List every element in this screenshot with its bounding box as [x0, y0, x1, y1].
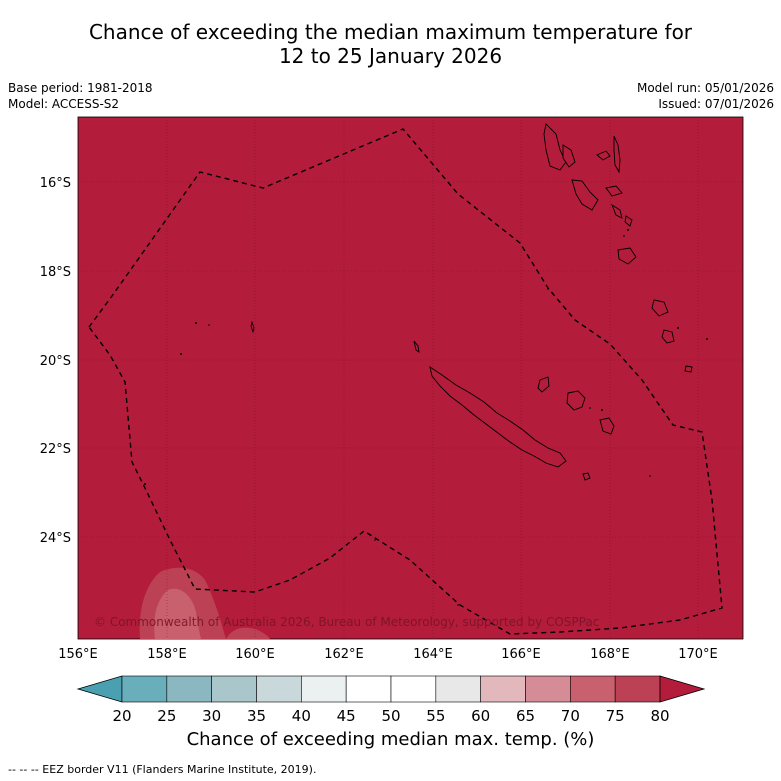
issued-date: Issued: 07/01/2026: [658, 97, 774, 111]
colorbar-tick-label: 75: [606, 707, 625, 725]
loyalty-island-mare: [599, 417, 615, 435]
loyalty-island-ouvea: [537, 376, 550, 393]
lon-label: 160°E: [235, 647, 275, 662]
eez-border: [88, 128, 723, 635]
vanuatu-island-shepherd: [624, 215, 633, 227]
chart-title-line2: 12 to 25 January 2026: [278, 44, 503, 68]
vanuatu-island-ambrym: [605, 185, 623, 197]
eez-footnote: -- -- -- EEZ border V11 (Flanders Marine…: [8, 763, 317, 776]
vanuatu-island-pentecost: [613, 135, 621, 174]
colorbar-segment: [301, 675, 347, 703]
colorbar-segment: [256, 675, 302, 703]
lat-label: 22°S: [40, 442, 71, 457]
vanuatu-island-malo: [562, 144, 576, 168]
probability-patch-75-edge: [226, 627, 270, 639]
malakula-island: [571, 179, 599, 211]
lat-label: 16°S: [40, 176, 71, 191]
new-caledonia-island: [429, 366, 567, 468]
colorbar-tick-label: 45: [337, 707, 356, 725]
colorbar-tick-label: 55: [426, 707, 445, 725]
colorbar-label: Chance of exceeding median max. temp. (%…: [186, 729, 595, 750]
tanna-island: [661, 329, 675, 344]
colorbar-tick-label: 70: [561, 707, 580, 725]
chart-title-line1: Chance of exceeding the median maximum t…: [88, 20, 693, 44]
probability-patch-70: [154, 588, 201, 639]
colorbar-segment: [390, 675, 437, 703]
model-name: Model: ACCESS-S2: [8, 97, 120, 111]
lon-label: 158°E: [147, 647, 187, 662]
colorbar-segment: [211, 675, 257, 703]
espiritu-santo-island: [543, 123, 567, 171]
colorbar-segment: [614, 675, 661, 703]
colorbar-tick-label: 65: [516, 707, 535, 725]
erromango-island: [651, 299, 669, 317]
copyright-notice: © Commonwealth of Australia 2026, Bureau…: [94, 615, 599, 629]
colorbar: 20 25 30 35 40 45 50 55 60 65 70 75 80: [76, 675, 706, 725]
isle-of-pines: [582, 472, 591, 481]
lon-label: 164°E: [413, 647, 453, 662]
vanuatu-island-epi: [611, 203, 623, 219]
colorbar-segment: [435, 675, 481, 703]
gridlines: [78, 117, 743, 639]
efate-island: [617, 247, 637, 265]
colorbar-segment: [166, 675, 212, 703]
lon-label: 166°E: [501, 647, 541, 662]
colorbar-segment: [121, 675, 168, 703]
colorbar-extend-low: [76, 675, 123, 703]
lat-label: 24°S: [40, 531, 71, 546]
colorbar-tick-label: 80: [650, 707, 669, 725]
model-run: Model run: 05/01/2026: [636, 81, 774, 95]
colorbar-tick-label: 50: [381, 707, 400, 725]
colorbar-segment: [480, 675, 526, 703]
map-background: [77, 116, 744, 640]
colorbar-tick-label: 20: [112, 707, 131, 725]
colorbar-extend-high: [659, 675, 706, 703]
small-islets: [144, 229, 708, 606]
lat-label: 20°S: [40, 354, 71, 369]
chesterfield-reef: [250, 320, 255, 334]
loyalty-island-lifou: [566, 390, 586, 411]
colorbar-segment: [525, 675, 571, 703]
colorbar-tick-label: 60: [471, 707, 490, 725]
lon-labels: 156°E 158°E 160°E 162°E 164°E 166°E 168°…: [58, 647, 718, 662]
islands: [413, 123, 693, 481]
base-period: Base period: 1981-2018: [8, 81, 153, 95]
aneityum-island: [684, 365, 693, 373]
colorbar-tick-label: 40: [292, 707, 311, 725]
colorbar-tick-label: 35: [247, 707, 266, 725]
colorbar-tick-label: 30: [202, 707, 221, 725]
colorbar-segment: [570, 675, 616, 703]
lon-label: 168°E: [590, 647, 630, 662]
lat-label: 18°S: [40, 265, 71, 280]
lat-labels: 16°S 18°S 20°S 22°S 24°S: [40, 176, 71, 546]
lon-label: 162°E: [324, 647, 364, 662]
colorbar-segment: [345, 675, 392, 703]
colorbar-tick-label: 25: [157, 707, 176, 725]
lon-label: 156°E: [58, 647, 98, 662]
belep-island: [413, 340, 420, 353]
vanuatu-island-ambae: [596, 150, 611, 161]
lon-label: 170°E: [678, 647, 718, 662]
